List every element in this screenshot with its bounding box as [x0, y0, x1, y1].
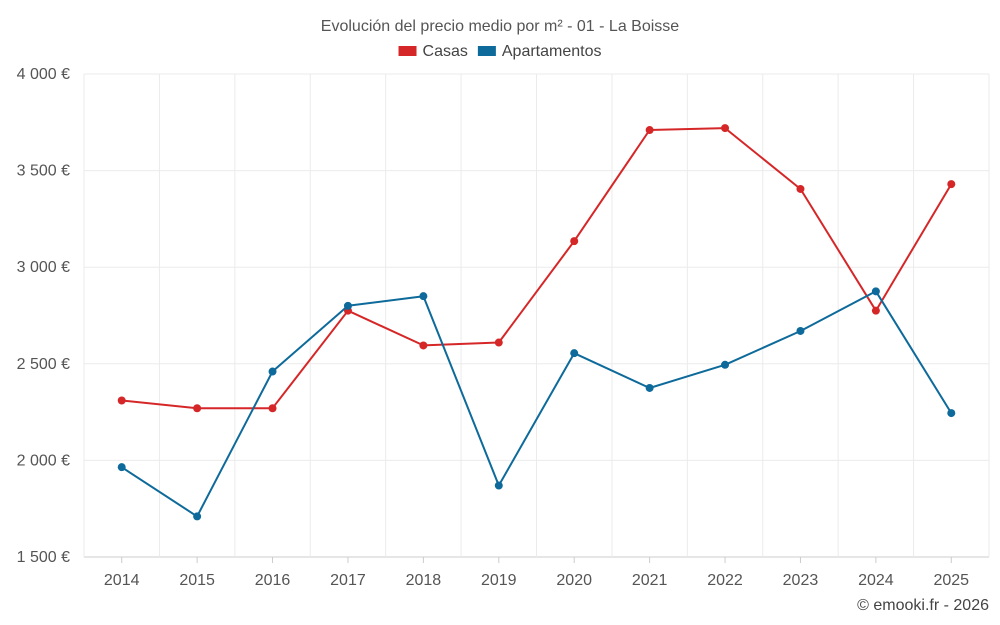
x-tick-label: 2022: [707, 572, 743, 589]
data-point-apartamentos[interactable]: [947, 409, 956, 418]
y-tick-label: 3 500 €: [17, 163, 70, 180]
credit-text: © emooki.fr - 2026: [857, 597, 989, 614]
data-point-apartamentos[interactable]: [645, 383, 654, 392]
data-point-casas[interactable]: [570, 237, 579, 246]
y-tick-label: 2 000 €: [17, 452, 70, 469]
legend-item-apartamentos[interactable]: Apartamentos: [477, 43, 602, 60]
data-point-apartamentos[interactable]: [721, 360, 730, 369]
x-tick-label: 2020: [556, 572, 592, 589]
data-point-apartamentos[interactable]: [796, 326, 805, 335]
legend-item-casas[interactable]: Casas: [398, 43, 468, 60]
data-point-casas[interactable]: [494, 338, 503, 347]
chart-title: Evolución del precio medio por m² - 01 -…: [321, 18, 679, 35]
x-tick-label: 2025: [933, 572, 969, 589]
data-point-casas[interactable]: [871, 306, 880, 315]
data-point-casas[interactable]: [268, 404, 277, 413]
legend-swatch: [477, 46, 496, 56]
y-tick-label: 3 000 €: [17, 259, 70, 276]
y-tick-label: 1 500 €: [17, 549, 70, 566]
x-tick-label: 2023: [783, 572, 819, 589]
data-point-casas[interactable]: [947, 180, 956, 189]
y-tick-label: 2 500 €: [17, 356, 70, 373]
x-tick-label: 2014: [104, 572, 140, 589]
data-point-casas[interactable]: [193, 404, 202, 413]
series-layer: [117, 124, 956, 521]
series-apartamentos: [117, 287, 956, 521]
series-line-apartamentos: [121, 290, 953, 518]
x-tick-label: 2017: [330, 572, 366, 589]
data-point-casas[interactable]: [721, 124, 730, 133]
y-tick-label: 4 000 €: [17, 66, 70, 83]
data-point-apartamentos[interactable]: [343, 301, 352, 310]
x-tick-label: 2019: [481, 572, 517, 589]
data-point-apartamentos[interactable]: [117, 463, 126, 472]
data-point-casas[interactable]: [645, 126, 654, 135]
legend-label: Apartamentos: [502, 43, 602, 60]
data-point-apartamentos[interactable]: [494, 481, 503, 490]
legend-label: Casas: [423, 43, 468, 60]
x-tick-label: 2015: [179, 572, 215, 589]
data-point-casas[interactable]: [419, 341, 428, 350]
gridlines: [83, 73, 990, 563]
x-tick-label: 2024: [858, 572, 894, 589]
y-axis: 1 500 € 2 000 € 2 500 € 3 000 € 3 500 € 4 000…: [17, 66, 70, 566]
x-tick-label: 2018: [406, 572, 442, 589]
x-tick-label: 2016: [255, 572, 291, 589]
data-point-casas[interactable]: [117, 396, 126, 405]
data-point-apartamentos[interactable]: [419, 292, 428, 301]
x-axis: 2014 2015 2016 2017 2018 2019 2020 2021 2022 2023…: [104, 572, 969, 589]
data-point-apartamentos[interactable]: [268, 367, 277, 376]
data-point-apartamentos[interactable]: [871, 287, 880, 296]
data-point-casas[interactable]: [796, 184, 805, 193]
x-tick-label: 2021: [632, 572, 668, 589]
data-point-apartamentos[interactable]: [193, 512, 202, 521]
legend-swatch: [398, 46, 417, 56]
legend: Casas Apartamentos: [398, 43, 602, 60]
data-point-apartamentos[interactable]: [570, 349, 579, 358]
series-line-casas: [121, 127, 953, 410]
